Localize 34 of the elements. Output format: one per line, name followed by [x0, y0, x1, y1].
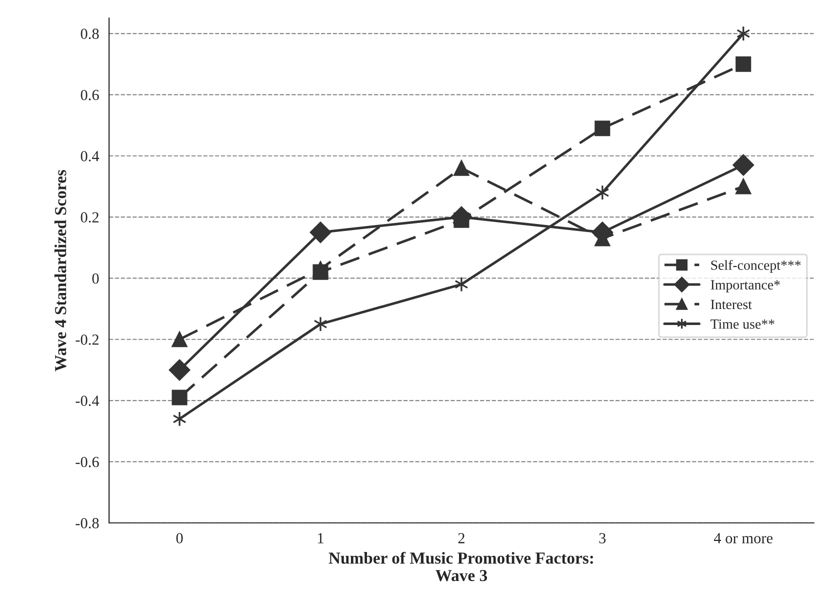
legend-label: Interest — [710, 300, 752, 310]
point — [736, 178, 752, 194]
point — [450, 206, 472, 228]
y-axis-title: Wave 4 Standardized Scores — [54, 170, 66, 372]
x-tick-label: 4 or more — [714, 533, 773, 544]
y-tick-label: -0.2 — [76, 334, 99, 345]
point — [168, 359, 190, 381]
legend-label: Time use** — [710, 319, 774, 329]
point — [172, 411, 186, 427]
y-tick-label: 0.8 — [80, 28, 99, 40]
y-tick-label: 0.4 — [80, 151, 100, 162]
point — [594, 120, 610, 136]
y-tick-label: -0.8 — [76, 518, 99, 528]
y-tick-label: -0.4 — [76, 396, 100, 406]
point — [312, 261, 328, 277]
point — [454, 160, 470, 176]
point — [172, 332, 188, 348]
y-tick-label: 0 — [92, 273, 99, 284]
x-tick-label: 1 — [318, 533, 324, 544]
x-tick-label: 0 — [176, 533, 183, 544]
legend-label: Importance* — [710, 280, 780, 292]
x-axis-title: Number of Music Promotive Factors: Wave 3 — [328, 552, 593, 582]
point — [172, 390, 188, 406]
x-tick-label: 2 — [458, 533, 464, 544]
point — [314, 316, 328, 332]
y-tick-label: 0.6 — [80, 90, 99, 100]
y-tick-label: -0.6 — [76, 456, 99, 468]
y-tick-label: 0.2 — [80, 212, 99, 223]
point — [310, 222, 332, 243]
x-tick-label: 3 — [599, 533, 606, 544]
legend-label: Self-concept*** — [711, 260, 801, 273]
point — [736, 56, 752, 72]
point — [732, 154, 754, 176]
point — [454, 276, 468, 292]
